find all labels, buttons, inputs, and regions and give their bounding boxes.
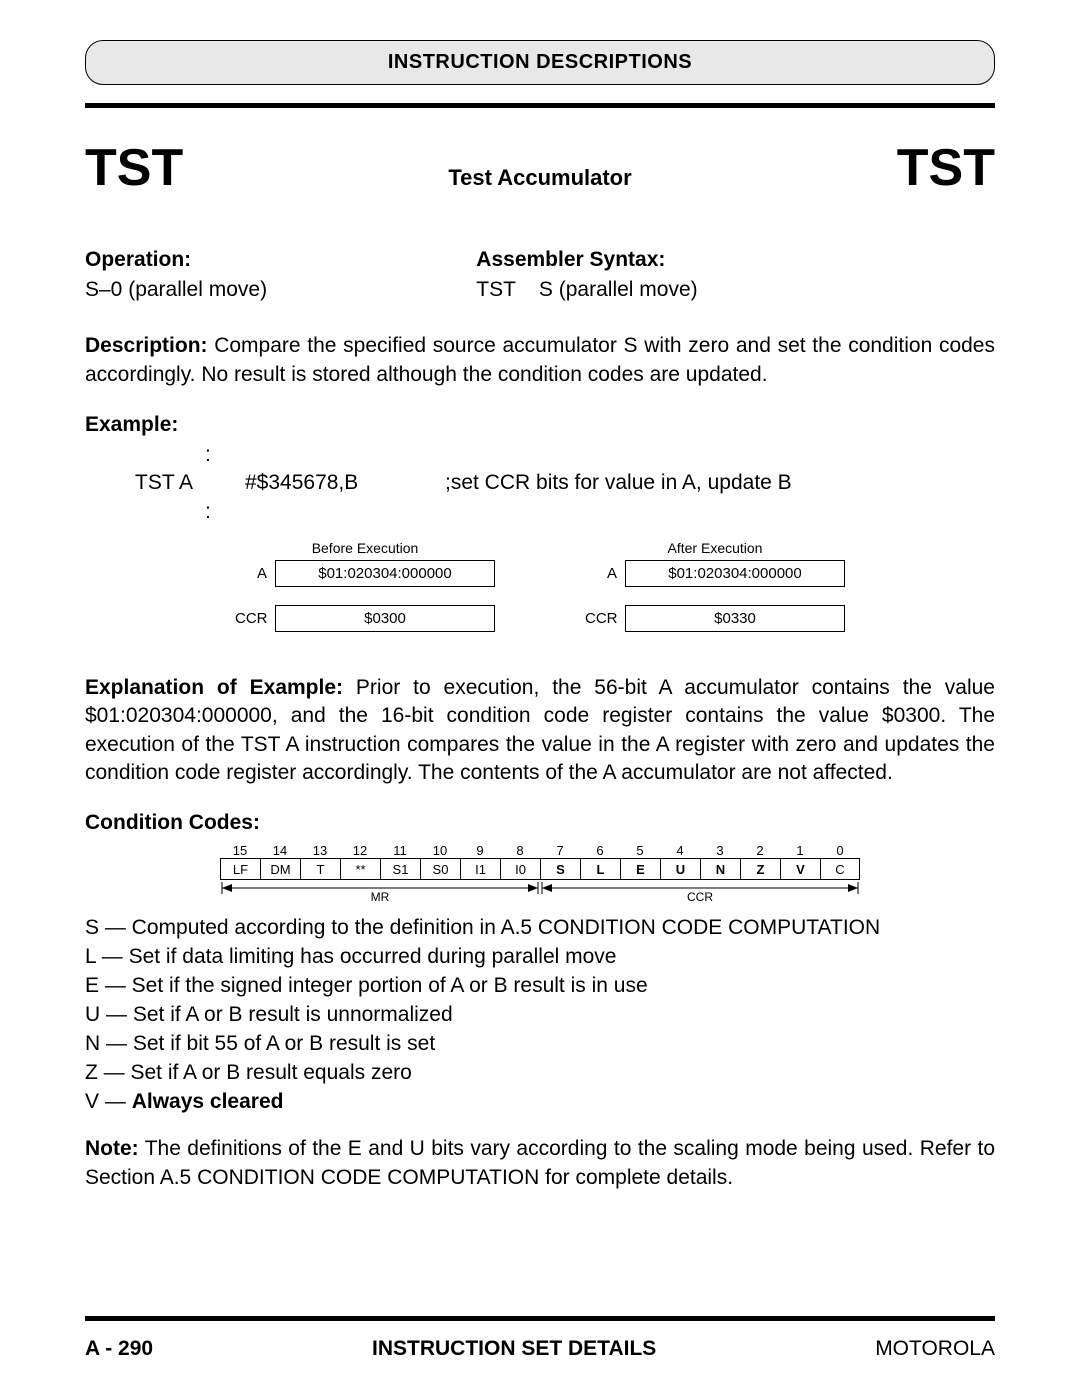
bit-number: 8 [500, 843, 540, 858]
after-label: After Execution [668, 540, 763, 556]
bit-cell: U [660, 858, 700, 880]
cc-row: Z — Set if A or B result equals zero [85, 1059, 995, 1088]
bit-number: 12 [340, 843, 380, 858]
example-comment: ;set CCR bits for value in A, update B [445, 471, 792, 494]
before-col: Before Execution A $01:020304:000000 CCR… [235, 540, 495, 650]
description-block: Description: Compare the specified sourc… [85, 332, 995, 389]
bit-number: 6 [580, 843, 620, 858]
description-text: Compare the specified source accumulator… [85, 334, 995, 385]
footer-page: A - 290 [85, 1337, 153, 1361]
bit-cell: I1 [460, 858, 500, 880]
note-block: Note: The definitions of the E and U bit… [85, 1135, 995, 1192]
bit-cell: DM [260, 858, 300, 880]
bit-number: 1 [780, 843, 820, 858]
note-label: Note: [85, 1137, 139, 1160]
syntax-label: Assembler Syntax: [476, 248, 995, 272]
top-divider [85, 103, 995, 108]
after-col: After Execution A $01:020304:000000 CCR … [585, 540, 845, 650]
reg-ccr-before: $0300 [275, 605, 495, 632]
bit-cells: LFDMT**S1S0I1I0SLEUNZVC [220, 858, 860, 880]
reg-a-after: $01:020304:000000 [625, 560, 845, 587]
bit-number: 0 [820, 843, 860, 858]
footer-divider [85, 1316, 995, 1321]
bit-cell: S1 [380, 858, 420, 880]
bit-cell: S [540, 858, 580, 880]
bit-cell: N [700, 858, 740, 880]
example-line: TST A#$345678,B;set CCR bits for value i… [135, 469, 995, 497]
bit-cell: E [620, 858, 660, 880]
reg-a-label-after: A [585, 565, 625, 582]
bit-group-mr: MR [220, 880, 540, 902]
bit-cell: LF [220, 858, 260, 880]
reg-ccr-label-before: CCR [235, 610, 275, 627]
cc-list: S — Computed according to the definition… [85, 914, 995, 1117]
cc-row: E — Set if the signed integer portion of… [85, 972, 995, 1001]
bit-cell: L [580, 858, 620, 880]
page-footer: A - 290 INSTRUCTION SET DETAILS MOTOROLA [85, 1316, 995, 1361]
bit-cell: V [780, 858, 820, 880]
footer-right: MOTOROLA [875, 1337, 995, 1361]
mnemonic-right: TST [897, 138, 995, 198]
example-block: Example: : TST A#$345678,B;set CCR bits … [85, 413, 995, 650]
bit-number: 10 [420, 843, 460, 858]
example-label: Example: [85, 413, 995, 437]
title-row: TST Test Accumulator TST [85, 138, 995, 198]
mnemonic-left: TST [85, 138, 183, 198]
bit-number: 15 [220, 843, 260, 858]
op-syntax-row: Operation: S–0 (parallel move) Assembler… [85, 248, 995, 304]
operation-label: Operation: [85, 248, 476, 272]
bit-numbers: 1514131211109876543210 [220, 843, 860, 858]
condition-codes-label: Condition Codes: [85, 811, 995, 835]
bit-group-ccr: CCR [540, 880, 860, 902]
bit-cell: C [820, 858, 860, 880]
bit-number: 9 [460, 843, 500, 858]
bit-number: 14 [260, 843, 300, 858]
group-ccr-label: CCR [540, 890, 860, 904]
reg-ccr-label-after: CCR [585, 610, 625, 627]
reg-a-before: $01:020304:000000 [275, 560, 495, 587]
cc-row: L — Set if data limiting has occurred du… [85, 943, 995, 972]
bit-number: 5 [620, 843, 660, 858]
explanation-label: Explanation of Example: [85, 676, 343, 699]
bit-number: 3 [700, 843, 740, 858]
bit-number: 13 [300, 843, 340, 858]
bit-number: 2 [740, 843, 780, 858]
instruction-name: Test Accumulator [448, 165, 631, 191]
note-text: The definitions of the E and U bits vary… [85, 1137, 995, 1188]
bit-cell: S0 [420, 858, 460, 880]
before-label: Before Execution [312, 540, 419, 556]
example-operand: #$345678,B [245, 469, 445, 497]
execution-tables: Before Execution A $01:020304:000000 CCR… [85, 540, 995, 650]
explanation-block: Explanation of Example: Prior to executi… [85, 674, 995, 787]
reg-a-label-before: A [235, 565, 275, 582]
example-instr: TST A [135, 469, 245, 497]
bit-cell: T [300, 858, 340, 880]
description-label: Description: [85, 334, 208, 357]
bit-cell: I0 [500, 858, 540, 880]
bit-cell: ** [340, 858, 380, 880]
bit-cell: Z [740, 858, 780, 880]
reg-ccr-after: $0330 [625, 605, 845, 632]
bit-number: 7 [540, 843, 580, 858]
example-colon2: : [205, 498, 995, 526]
group-mr-label: MR [220, 890, 540, 904]
bit-number: 4 [660, 843, 700, 858]
header-title: INSTRUCTION DESCRIPTIONS [85, 40, 995, 85]
cc-row-v: V — Always cleared [85, 1088, 995, 1117]
footer-center: INSTRUCTION SET DETAILS [372, 1337, 656, 1361]
bit-diagram: 1514131211109876543210 LFDMT**S1S0I1I0SL… [85, 843, 995, 902]
syntax-text: TST S (parallel move) [476, 276, 995, 304]
cc-row: U — Set if A or B result is unnormalized [85, 1001, 995, 1030]
bit-number: 11 [380, 843, 420, 858]
cc-row: N — Set if bit 55 of A or B result is se… [85, 1030, 995, 1059]
cc-row: S — Computed according to the definition… [85, 914, 995, 943]
condition-codes-block: Condition Codes: 1514131211109876543210 … [85, 811, 995, 1117]
example-colon1: : [205, 441, 995, 469]
operation-text: S–0 (parallel move) [85, 276, 476, 304]
